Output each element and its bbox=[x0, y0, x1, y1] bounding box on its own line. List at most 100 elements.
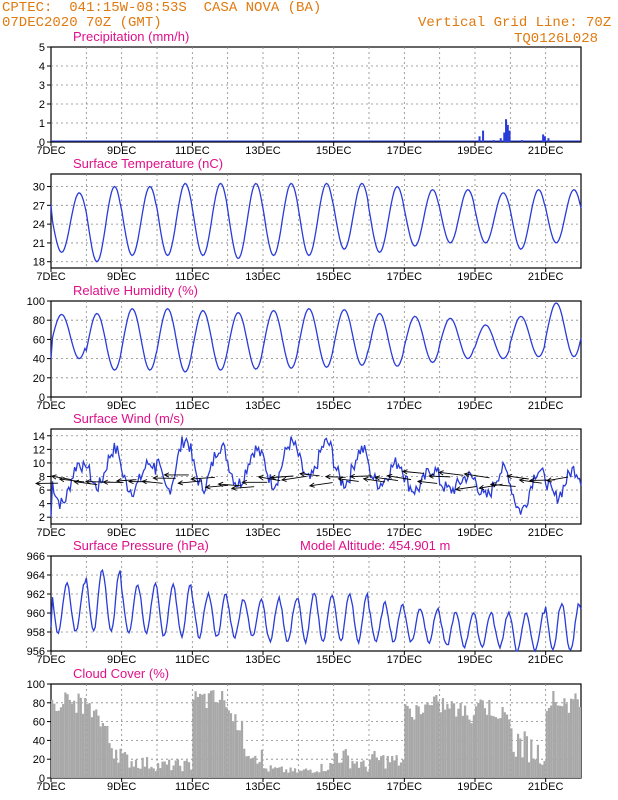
cloud-bar bbox=[499, 718, 502, 778]
y-tick-label: 27 bbox=[33, 200, 45, 212]
x-tick-label: 17DEC bbox=[387, 781, 423, 793]
series-line bbox=[50, 302, 582, 373]
cloud-bar bbox=[554, 702, 557, 778]
wind-arrow-head bbox=[324, 474, 331, 480]
x-tick-label: 7DEC bbox=[36, 654, 65, 666]
cloud-bar bbox=[388, 762, 392, 778]
cloud-bar bbox=[293, 768, 297, 778]
cloud-bar bbox=[472, 715, 475, 778]
cloud-bar bbox=[198, 693, 202, 778]
cloud-bar bbox=[254, 755, 257, 778]
cloud-bar bbox=[278, 767, 281, 778]
wind-arrow-head bbox=[50, 474, 57, 480]
y-tick-label: 60 bbox=[33, 717, 45, 729]
cloud-bar bbox=[329, 763, 332, 778]
cloud-bar bbox=[486, 714, 489, 778]
precip-bar bbox=[482, 130, 485, 142]
cloud-bar bbox=[263, 768, 266, 778]
cloud-bar bbox=[75, 712, 78, 778]
cloud-bar bbox=[285, 769, 288, 778]
cloud-bar bbox=[110, 748, 113, 778]
wind-arrow bbox=[429, 475, 451, 478]
y-tick-label: 4 bbox=[39, 61, 45, 73]
cloud-bar bbox=[218, 699, 222, 778]
cloud-bar bbox=[309, 769, 312, 778]
wind-arrow-head bbox=[204, 484, 211, 490]
wind-arrow-head bbox=[230, 485, 237, 491]
x-tick-label: 15DEC bbox=[316, 271, 352, 283]
cloud-bar bbox=[532, 758, 535, 778]
y-tick-label: 962 bbox=[27, 589, 45, 601]
cloud-bar bbox=[391, 756, 394, 778]
wind-arrow bbox=[464, 473, 490, 479]
y-tick-label: 14 bbox=[33, 431, 45, 443]
cloud-bar bbox=[236, 730, 239, 778]
y-tick-label: 8 bbox=[39, 472, 45, 484]
wind-arrow bbox=[218, 483, 242, 487]
wind-arrow-head bbox=[84, 479, 91, 485]
y-tick-label: 2 bbox=[39, 99, 45, 111]
cloud-bar bbox=[351, 760, 354, 778]
cloud-bar bbox=[196, 696, 199, 778]
cloud-bar bbox=[437, 701, 440, 778]
cloud-bar bbox=[112, 758, 116, 778]
x-tick-label: 9DEC bbox=[107, 400, 136, 412]
x-tick-label: 19DEC bbox=[457, 400, 493, 412]
plot-frame bbox=[50, 555, 582, 652]
cloud-bar bbox=[342, 750, 345, 778]
cloud-bar bbox=[402, 759, 405, 778]
wind-arrow bbox=[258, 476, 281, 482]
cloud-bar bbox=[280, 766, 283, 778]
cloud-bar bbox=[362, 760, 365, 778]
cloud-bar bbox=[108, 743, 111, 778]
cloud-bar bbox=[300, 770, 303, 778]
cloud-bar bbox=[395, 755, 398, 778]
cloud-bar bbox=[181, 771, 184, 778]
x-tick-label: 17DEC bbox=[387, 527, 423, 539]
cloud-bar bbox=[291, 771, 294, 778]
cloud-bar bbox=[422, 712, 425, 778]
cloud-bar bbox=[106, 725, 109, 778]
precip-bar bbox=[499, 138, 502, 142]
panel-subtitle: Model Altitude: 454.901 m bbox=[300, 538, 450, 553]
cloud-bar bbox=[338, 762, 341, 778]
cloud-bar bbox=[128, 767, 131, 778]
cloud-bar bbox=[567, 712, 570, 778]
cloud-bar bbox=[446, 704, 449, 778]
cloud-bar bbox=[539, 763, 542, 778]
panel-1: 0 1 2 3 4 5 7DEC 9DEC 11DEC 13DEC 15DEC 17DEC 19DEC 2… bbox=[36, 29, 582, 157]
cloud-bar bbox=[424, 704, 427, 778]
cloud-bar bbox=[572, 699, 575, 778]
cloud-bar bbox=[274, 767, 277, 778]
cloud-bar bbox=[121, 753, 124, 778]
cloud-bar bbox=[333, 752, 336, 778]
wind-arrow bbox=[363, 478, 385, 483]
cloud-bar bbox=[382, 755, 385, 778]
cloud-bar bbox=[375, 757, 378, 778]
cloud-bar bbox=[430, 705, 434, 778]
cloud-bar bbox=[55, 710, 58, 778]
cloud-bar bbox=[569, 698, 573, 778]
cloud-bar bbox=[521, 757, 524, 778]
cloud-bar bbox=[115, 749, 118, 778]
cloud-bar bbox=[245, 756, 248, 778]
cloud-bar bbox=[576, 699, 579, 778]
cloud-bar bbox=[172, 765, 175, 778]
wind-arrow bbox=[438, 471, 464, 476]
wind-arrow bbox=[191, 476, 215, 480]
wind-arrow bbox=[59, 478, 85, 483]
x-tick-label: 17DEC bbox=[387, 145, 423, 157]
cloud-bar bbox=[550, 705, 553, 778]
cloud-bar bbox=[265, 768, 268, 778]
x-tick-label: 21DEC bbox=[528, 400, 564, 412]
cloud-bar bbox=[225, 707, 228, 778]
x-tick-label: 15DEC bbox=[316, 781, 352, 793]
cloud-bar bbox=[399, 762, 403, 778]
cloud-bar bbox=[413, 719, 416, 778]
cloud-bar bbox=[393, 760, 396, 778]
cloud-bar bbox=[426, 702, 429, 778]
wind-arrow bbox=[51, 475, 72, 480]
cloud-bar bbox=[179, 765, 182, 778]
cloud-bar bbox=[229, 713, 233, 778]
